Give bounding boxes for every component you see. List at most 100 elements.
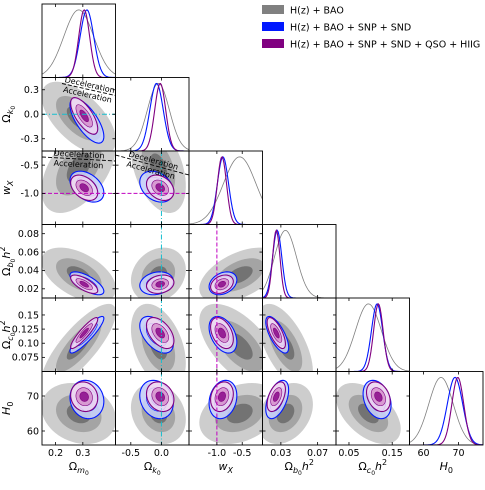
- panel-1d-H0: [409, 371, 484, 446]
- deceleration-boundary: [115, 154, 189, 176]
- x-tick-label-Ωm0: 0.3: [75, 448, 90, 459]
- contour-3-level-3: [217, 327, 226, 339]
- annotation-acceleration: Acceleration: [53, 159, 103, 171]
- marginal-curve-1: [42, 9, 116, 75]
- contour-3-level-3: [217, 391, 226, 402]
- x-tick-label-Ωc0h2: 0.05: [338, 448, 359, 459]
- marginal-curve-2: [189, 156, 263, 225]
- legend-swatch-2: [262, 22, 284, 31]
- contour-3-level-3: [79, 183, 89, 193]
- panel-frame: [41, 3, 116, 78]
- panel-Ωb0h2-vs-Ωm0: [41, 224, 116, 299]
- marginal-curve-3: [409, 376, 483, 445]
- y-tick-label-Ωc0h2: 0.075: [12, 353, 39, 364]
- x-tick-label-H0: 70: [452, 448, 464, 459]
- marginal-curve-1: [262, 229, 336, 298]
- contour-3-level-3: [79, 280, 89, 288]
- x-tick-label-Ωm0: 0.2: [48, 448, 63, 459]
- x-tick-label-H0: 60: [417, 448, 429, 459]
- marginal-curve-3: [262, 229, 336, 298]
- y-tick-label-Ωb0h2: 0.06: [18, 247, 39, 258]
- x-tick-label-Ωb0h2: 0.07: [307, 448, 328, 459]
- x-tick-label-wX: -0.5: [233, 448, 252, 459]
- panel-1d-Ωb0h2: [262, 224, 337, 299]
- y-tick-label-Ωc0h2: 0.15: [18, 310, 39, 321]
- marginal-curve-3: [115, 82, 189, 151]
- x-axis-label-Ωm0: Ωm0: [69, 460, 89, 477]
- legend: H(z) + BAO H(z) + BAO + SNP + SND H(z) + B…: [262, 5, 480, 51]
- marginal-curve-1: [409, 376, 483, 445]
- y-tick-label-Ωk0: 0.3: [24, 85, 39, 96]
- y-tick-label-Ωb0h2: 0.08: [18, 229, 39, 240]
- y-tick-label-H0: 70: [27, 391, 39, 402]
- y-axis-label-Ωc0h2: Ωc0h2: [0, 320, 17, 349]
- x-tick-label-Ωc0h2: 0.15: [382, 448, 403, 459]
- contour-3-level-3: [79, 391, 89, 402]
- panel-Ωb0h2-vs-wX: [188, 224, 263, 299]
- y-tick-label-Ωb0h2: 0.02: [18, 284, 39, 295]
- panel-H0-vs-Ωb0h2: [262, 371, 337, 446]
- y-tick-label-Ωb0h2: 0.04: [18, 266, 39, 277]
- x-tick-label-Ωb0h2: 0.03: [270, 448, 291, 459]
- panel-Ωb0h2-vs-Ωk0: [115, 224, 190, 299]
- x-axis-label-wX: wX: [219, 460, 234, 475]
- x-axis-label-Ωb0h2: Ωb0h2: [285, 458, 314, 477]
- x-tick-label-wX: -1.0: [208, 448, 227, 459]
- legend-label-2: H(z) + BAO + SNP + SND: [290, 23, 411, 34]
- panel-H0-vs-wX: [188, 371, 263, 446]
- contour-3-level-3: [79, 109, 89, 123]
- x-axis-label-Ωc0h2: Ωc0h2: [358, 458, 387, 477]
- panel-frame: [188, 150, 263, 225]
- y-tick-label-Ωc0h2: 0.10: [18, 339, 39, 350]
- contour-3-level-3: [273, 391, 280, 402]
- contour-3-level-3: [155, 391, 165, 402]
- y-tick-label-Ωk0: -0.3: [20, 134, 39, 145]
- panel-Ωc0h2-vs-Ωb0h2: [262, 297, 337, 372]
- annotation-deceleration: Deceleration: [53, 149, 104, 161]
- panel-frame: [409, 371, 484, 446]
- x-tick-label-Ωk0: 0.0: [154, 448, 169, 459]
- contour-3-level-3: [374, 391, 383, 402]
- y-tick-label-wX: -0.5: [20, 160, 39, 171]
- marginal-curve-3: [189, 155, 263, 225]
- panel-1d-wX: [188, 150, 263, 225]
- panel-1d-Ωm0: [41, 3, 116, 78]
- legend-label-3: H(z) + BAO + SNP + SND + QSO + HIIG: [290, 40, 480, 51]
- marginal-curve-2: [262, 229, 336, 298]
- y-tick-label-Ωc0h2: 0.125: [12, 324, 39, 335]
- panel-H0-vs-Ωm0: [41, 371, 116, 446]
- marginal-curve-3: [336, 302, 410, 372]
- y-axis-label-Ωk0: Ωk0: [0, 106, 17, 123]
- legend-swatch-3: [262, 39, 284, 48]
- contour-3-level-3: [79, 327, 89, 339]
- y-tick-label-wX: -1.0: [20, 189, 39, 200]
- y-axis-label-H0: H0: [0, 402, 15, 415]
- legend-label-1: H(z) + BAO: [290, 6, 344, 17]
- panel-H0-vs-Ωc0h2: [335, 371, 410, 446]
- marginal-curve-2: [115, 82, 189, 151]
- y-tick-label-H0: 60: [27, 426, 39, 437]
- x-axis-label-H0: H0: [440, 460, 453, 475]
- contour-3-level-3: [217, 280, 226, 288]
- x-axis-label-Ωk0: Ωk0: [144, 460, 161, 477]
- y-tick-label-Ωk0: 0.0: [24, 110, 39, 121]
- panel-1d-Ωk0: [115, 77, 190, 152]
- deceleration-boundary: [42, 156, 116, 162]
- contour-1-level-3: [358, 403, 379, 424]
- panel-1d-Ωc0h2: [335, 297, 410, 372]
- panel-frame: [115, 77, 190, 152]
- marginal-curve-1: [336, 303, 410, 372]
- deceleration-boundary: [61, 83, 116, 96]
- marginal-curve-1: [115, 83, 189, 151]
- panel-H0-vs-Ωk0: [115, 371, 190, 446]
- contour-3-level-3: [155, 280, 165, 288]
- legend-swatch-1: [262, 5, 284, 14]
- contour-3-level-3: [155, 183, 165, 193]
- contour-3-level-3: [155, 327, 165, 339]
- panel-Ωc0h2-vs-Ωk0: [115, 297, 190, 372]
